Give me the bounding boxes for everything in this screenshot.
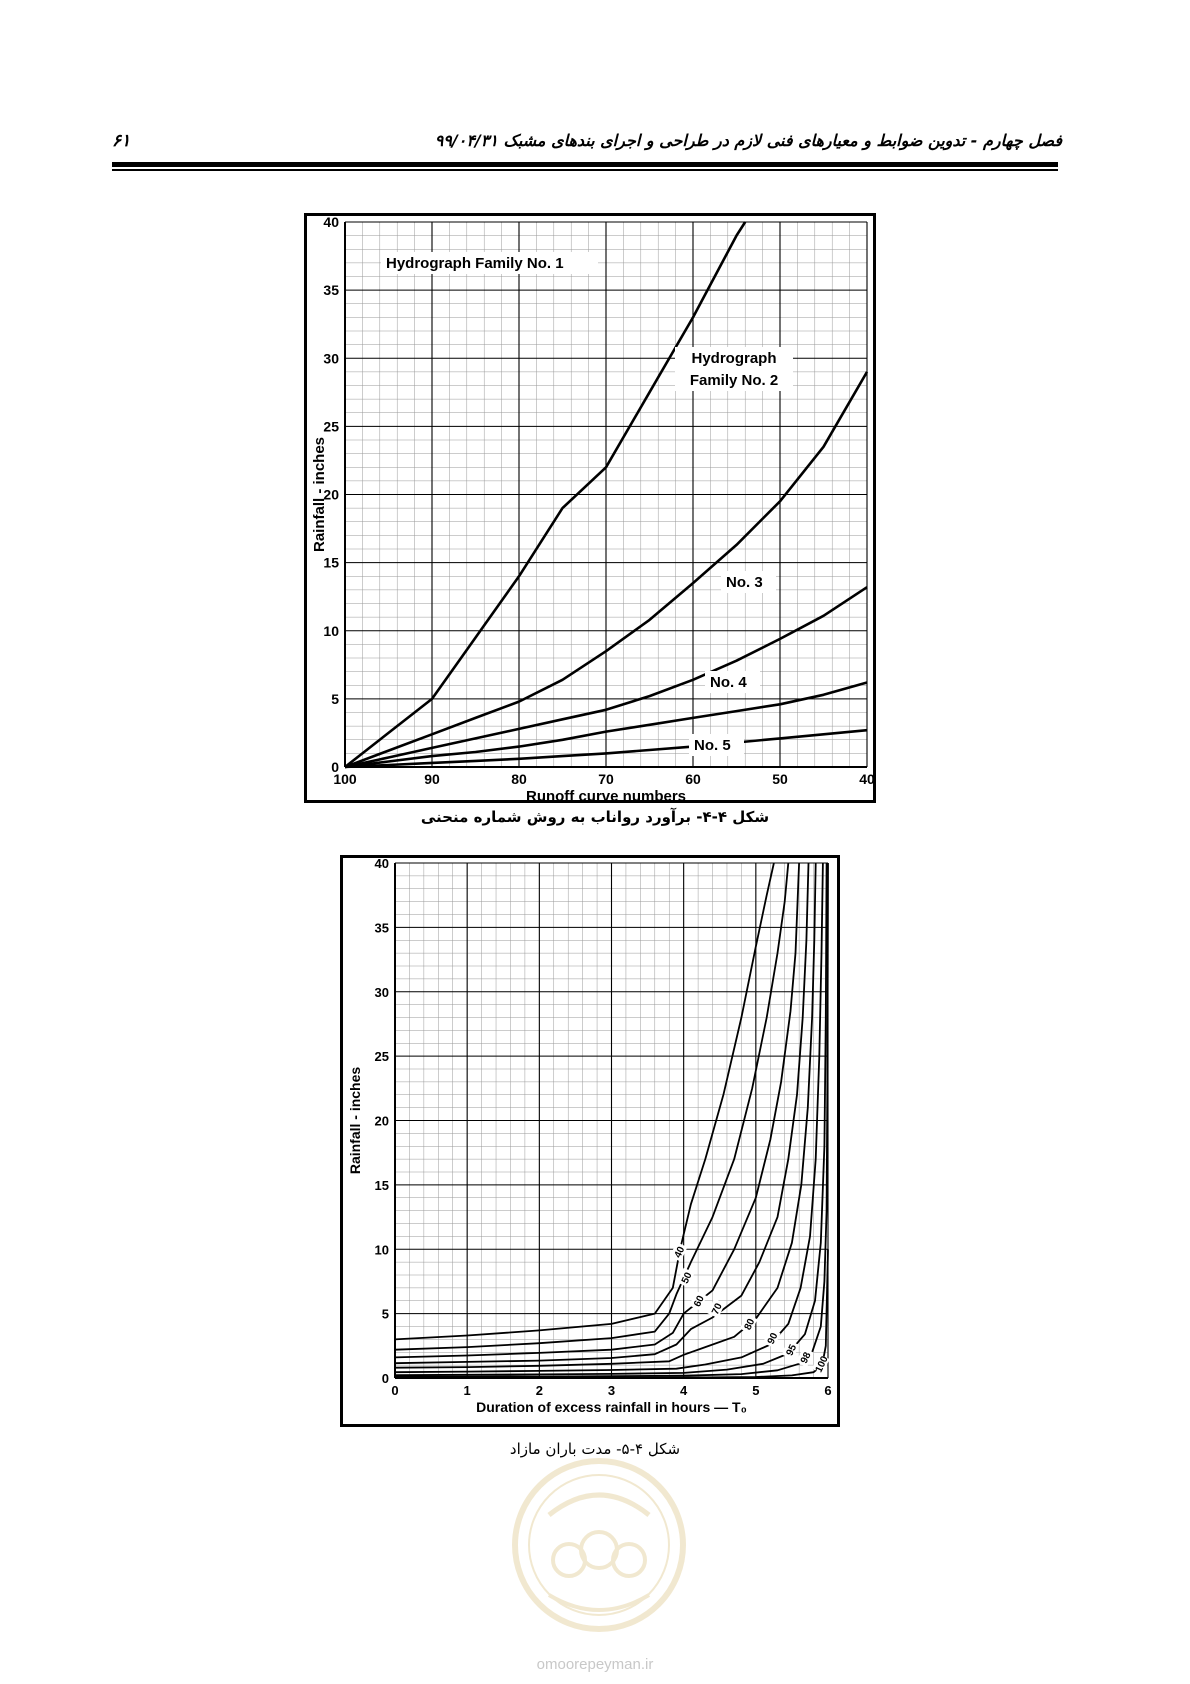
series-label-background — [811, 1354, 830, 1374]
series-label-background — [705, 671, 760, 693]
series-label-background — [675, 347, 793, 391]
header-rule-thin — [112, 169, 1058, 171]
x-tick-label: 50 — [772, 771, 788, 787]
series-label: 80 — [743, 1317, 758, 1332]
series-label-background — [781, 1339, 800, 1360]
series-label: 95 — [784, 1343, 799, 1358]
x-tick-label: 40 — [859, 771, 875, 787]
series-label: 60 — [692, 1294, 707, 1309]
y-tick-label: 40 — [375, 856, 389, 871]
series-label: Family No. 2 — [690, 372, 778, 389]
series-line — [394, 862, 829, 1378]
x-tick-label: 70 — [598, 771, 614, 787]
series-label: 50 — [680, 1270, 695, 1285]
y-tick-label: 5 — [382, 1307, 389, 1322]
watermark-url: omoorepeyman.ir — [536, 1656, 654, 1673]
series-line — [344, 681, 868, 769]
series-label-background — [721, 571, 776, 593]
omoorepeyman-logo-watermark — [512, 1458, 686, 1632]
series-label-background — [381, 252, 598, 274]
x-tick-label: 2 — [536, 1383, 543, 1398]
series-line — [344, 221, 747, 769]
series-line — [344, 586, 868, 769]
y-tick-label: 30 — [323, 350, 339, 366]
series-label-background — [796, 1347, 814, 1368]
x-tick-label: 4 — [680, 1383, 688, 1398]
series-label: 70 — [710, 1301, 725, 1316]
x-tick-label: 0 — [391, 1383, 398, 1398]
series-label-background — [689, 734, 744, 756]
y-tick-label: 30 — [375, 985, 389, 1000]
x-tick-label: 3 — [608, 1383, 615, 1398]
series-label-background — [689, 1290, 707, 1311]
y-tick-label: 5 — [331, 691, 339, 707]
series-label: Hydrograph Family No. 1 — [386, 255, 564, 272]
y-tick-label: 35 — [323, 282, 339, 298]
y-tick-label: 15 — [375, 1178, 389, 1193]
series-line — [394, 862, 810, 1365]
series-label-background — [762, 1328, 781, 1348]
y-axis-label: Rainfall - inches — [347, 1067, 363, 1175]
series-label: 40 — [673, 1245, 688, 1260]
y-tick-label: 10 — [375, 1242, 389, 1257]
x-tick-label: 5 — [752, 1383, 759, 1398]
series-line — [394, 862, 800, 1359]
series-label: Hydrograph — [691, 350, 776, 367]
runoff-curve-chart: 100 90 80 70 60 50 40 0 5 10 15 20 25 30 35 40 Runoff cu… — [304, 213, 876, 803]
y-tick-label: 25 — [323, 418, 339, 434]
header-rule-thick — [112, 162, 1058, 167]
y-tick-label: 15 — [323, 555, 339, 571]
x-tick-label: 1 — [464, 1383, 471, 1398]
series-label: No. 5 — [694, 737, 731, 754]
x-axis-label: Runoff curve numbers — [526, 788, 686, 803]
y-tick-label: 20 — [323, 487, 339, 503]
figure-caption-4-5: شکل ۴-۵- مدت باران مازاد — [509, 1440, 681, 1458]
series-label: No. 4 — [710, 674, 747, 691]
y-tick-label: 35 — [375, 920, 389, 935]
x-tick-label: 60 — [685, 771, 701, 787]
x-tick-label: 90 — [424, 771, 440, 787]
y-tick-label: 0 — [331, 759, 339, 775]
y-tick-label: 25 — [375, 1049, 389, 1064]
series-label-background — [669, 1242, 688, 1262]
y-tick-label: 10 — [323, 623, 339, 639]
series-line — [344, 371, 869, 769]
series-line — [394, 1249, 829, 1379]
series-label-background — [677, 1267, 695, 1288]
y-tick-label: 0 — [382, 1371, 389, 1386]
x-tick-label: 6 — [824, 1383, 831, 1398]
series-line — [394, 862, 775, 1341]
y-axis-label: Rainfall - inches — [311, 437, 328, 552]
series-label: 98 — [799, 1350, 814, 1365]
series-label-background — [739, 1314, 758, 1334]
y-tick-label: 20 — [375, 1114, 389, 1129]
x-tick-label: 80 — [511, 771, 527, 787]
x-axis-label: Duration of excess rainfall in hours — T… — [476, 1399, 747, 1415]
series-label: No. 3 — [726, 574, 763, 591]
y-tick-label: 40 — [323, 214, 339, 230]
x-tick-label: 100 — [333, 771, 357, 787]
page-number: ۶۱ — [112, 131, 131, 151]
series-line — [344, 728, 868, 769]
series-label: 90 — [766, 1331, 781, 1346]
series-label-background — [707, 1298, 725, 1319]
figure-caption-4-4: شکل ۴-۴- برآورد رواناب به روش شماره منحن… — [420, 808, 770, 826]
series-line — [394, 862, 828, 1377]
running-header-title: فصل چهارم - تدوین ضوابط و معیارهای فنی ل… — [434, 131, 1062, 150]
series-line — [394, 862, 790, 1351]
